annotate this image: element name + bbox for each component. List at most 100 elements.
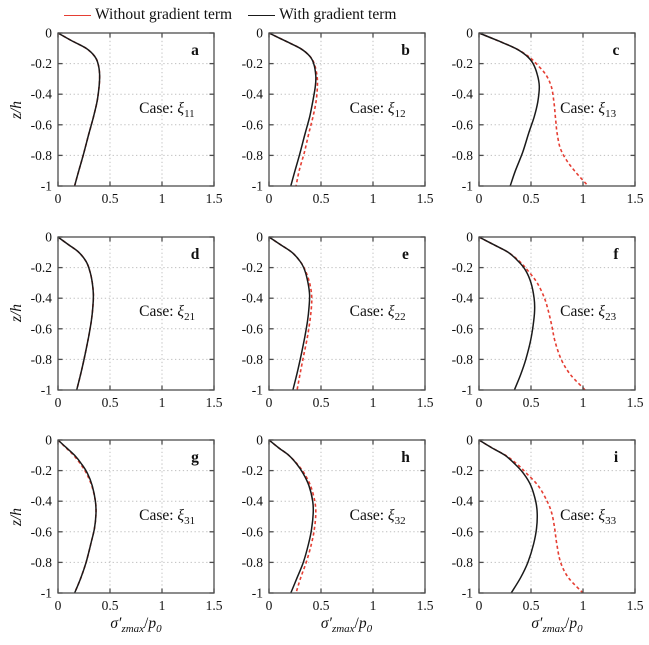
svg-text:-1: -1 (462, 586, 473, 601)
legend-item-without-gradient: Without gradient term (64, 6, 232, 24)
subplot-b: 0 0.5 1 1.5 0 -0.2 -0.4 -0.6 -0.8 -1 b Case: ξ12 (229, 23, 437, 220)
plot-canvas-b: 0 0.5 1 1.5 0 -0.2 -0.4 -0.6 -0.8 -1 (241, 26, 433, 207)
x-tick-labels: 0 0.5 1 1.5 (265, 395, 433, 410)
subplot-i: 0 0.5 1 1.5 0 -0.2 -0.4 -0.6 -0.8 -1 i Case: ξ33 (439, 430, 647, 627)
case-label-11: Case: ξ11 (139, 99, 195, 120)
legend: Without gradient term With gradient term (64, 4, 396, 26)
curve-without-gradient-h (267, 439, 317, 594)
panel-letter-i: i (613, 449, 619, 466)
svg-text:-0.6: -0.6 (241, 524, 263, 539)
case-label-12: Case: ξ12 (349, 99, 406, 120)
svg-text:-0.2: -0.2 (241, 260, 262, 275)
svg-text:-0.4: -0.4 (452, 494, 474, 509)
svg-text:-0.4: -0.4 (241, 87, 263, 102)
y-tick-labels: 0 -0.2 -0.4 -0.6 -0.8 -1 (241, 433, 263, 601)
subplot-h: 0 0.5 1 1.5 0 -0.2 -0.4 -0.6 -0.8 -1 h Case: ξ32 (229, 430, 437, 627)
legend-item-with-gradient: With gradient term (248, 6, 396, 24)
svg-text:-0.2: -0.2 (241, 56, 262, 71)
curve-with-gradient-f (478, 235, 536, 390)
svg-text:-0.8: -0.8 (452, 148, 474, 163)
curve-with-gradient-a (57, 32, 101, 187)
y-axis-label-row2: z/h (8, 303, 25, 323)
y-tick-labels: 0 -0.2 -0.4 -0.6 -0.8 -1 (31, 433, 53, 601)
curve-with-gradient-b (268, 32, 317, 187)
svg-text:-0.6: -0.6 (31, 321, 53, 336)
svg-text:-0.2: -0.2 (452, 463, 473, 478)
svg-text:0.5: 0.5 (102, 395, 119, 410)
svg-text:1.5: 1.5 (206, 191, 223, 206)
y-tick-labels: 0 -0.2 -0.4 -0.6 -0.8 -1 (31, 26, 53, 194)
curve-with-gradient-g (57, 439, 97, 594)
gridlines (58, 33, 214, 186)
svg-text:0: 0 (55, 395, 62, 410)
svg-text:-1: -1 (41, 586, 52, 601)
x-tick-labels: 0 0.5 1 1.5 (476, 598, 644, 613)
svg-text:-0.8: -0.8 (241, 555, 263, 570)
subplot-d: 0 0.5 1 1.5 0 -0.2 -0.4 -0.6 -0.8 -1 d Case: ξ21 (18, 227, 226, 424)
x-tick-labels: 0 0.5 1 1.5 (55, 395, 223, 410)
svg-text:-0.8: -0.8 (452, 351, 474, 366)
svg-text:0.5: 0.5 (312, 395, 329, 410)
axes-box (478, 439, 636, 594)
x-tick-labels: 0 0.5 1 1.5 (55, 191, 223, 206)
axes-box (478, 32, 636, 187)
panel-letter-e: e (402, 245, 409, 263)
svg-text:-0.6: -0.6 (31, 524, 53, 539)
svg-text:0: 0 (45, 229, 52, 244)
y-tick-labels: 0 -0.2 -0.4 -0.6 -0.8 -1 (452, 229, 474, 397)
panel-letter-h: h (401, 449, 410, 466)
svg-text:-0.8: -0.8 (31, 148, 53, 163)
panel-letter-c: c (612, 42, 620, 59)
svg-text:1.5: 1.5 (206, 598, 223, 613)
curve-without-gradient-b (268, 32, 318, 187)
svg-text:1.5: 1.5 (416, 395, 433, 410)
curve-with-gradient-h (268, 439, 314, 594)
case-label-21: Case: ξ21 (139, 303, 196, 324)
svg-text:1: 1 (580, 191, 587, 206)
svg-text:-0.8: -0.8 (31, 351, 53, 366)
svg-text:0: 0 (476, 395, 483, 410)
svg-text:0.5: 0.5 (312, 598, 329, 613)
svg-text:1: 1 (580, 395, 587, 410)
subplot-a: 0 0.5 1 1.5 0 -0.2 -0.4 -0.6 -0.8 -1 a Case: ξ11 (18, 23, 226, 220)
black-line-swatch (248, 14, 276, 16)
svg-text:-0.6: -0.6 (31, 117, 53, 132)
gridlines (58, 236, 214, 390)
svg-text:0: 0 (45, 26, 52, 41)
svg-text:-0.4: -0.4 (452, 87, 474, 102)
panel-letter-b: b (401, 42, 410, 59)
gridlines (479, 236, 635, 390)
svg-text:0: 0 (256, 433, 263, 448)
svg-text:0: 0 (466, 26, 473, 41)
axes-box (57, 439, 215, 594)
x-axis-label-col1: σ′zmax/p0 (110, 615, 162, 636)
svg-text:0: 0 (55, 191, 62, 206)
svg-text:-0.4: -0.4 (31, 494, 53, 509)
svg-text:-0.8: -0.8 (241, 351, 263, 366)
x-tick-labels: 0 0.5 1 1.5 (476, 395, 644, 410)
svg-text:-0.4: -0.4 (452, 290, 474, 305)
svg-text:1: 1 (369, 598, 376, 613)
plot-canvas-c: 0 0.5 1 1.5 0 -0.2 -0.4 -0.6 -0.8 -1 (452, 26, 644, 207)
svg-text:1.5: 1.5 (416, 598, 433, 613)
curve-without-gradient-d (57, 235, 95, 390)
svg-text:0.5: 0.5 (523, 191, 540, 206)
gridlines (268, 236, 425, 390)
svg-text:1: 1 (580, 598, 587, 613)
svg-text:-0.2: -0.2 (241, 463, 262, 478)
svg-text:-1: -1 (251, 382, 262, 397)
svg-text:1: 1 (159, 191, 166, 206)
svg-text:0: 0 (265, 395, 272, 410)
curve-without-gradient-g (57, 439, 97, 594)
svg-text:1: 1 (369, 395, 376, 410)
svg-text:-0.2: -0.2 (31, 463, 52, 478)
svg-text:0: 0 (466, 229, 473, 244)
svg-text:-1: -1 (41, 179, 52, 194)
case-label-22: Case: ξ22 (349, 303, 406, 324)
case-label-33: Case: ξ33 (560, 506, 617, 527)
svg-text:0: 0 (466, 433, 473, 448)
case-label-23: Case: ξ23 (560, 303, 617, 324)
svg-text:0: 0 (256, 26, 263, 41)
case-label-31: Case: ξ31 (139, 506, 196, 527)
axes-box (267, 32, 426, 187)
